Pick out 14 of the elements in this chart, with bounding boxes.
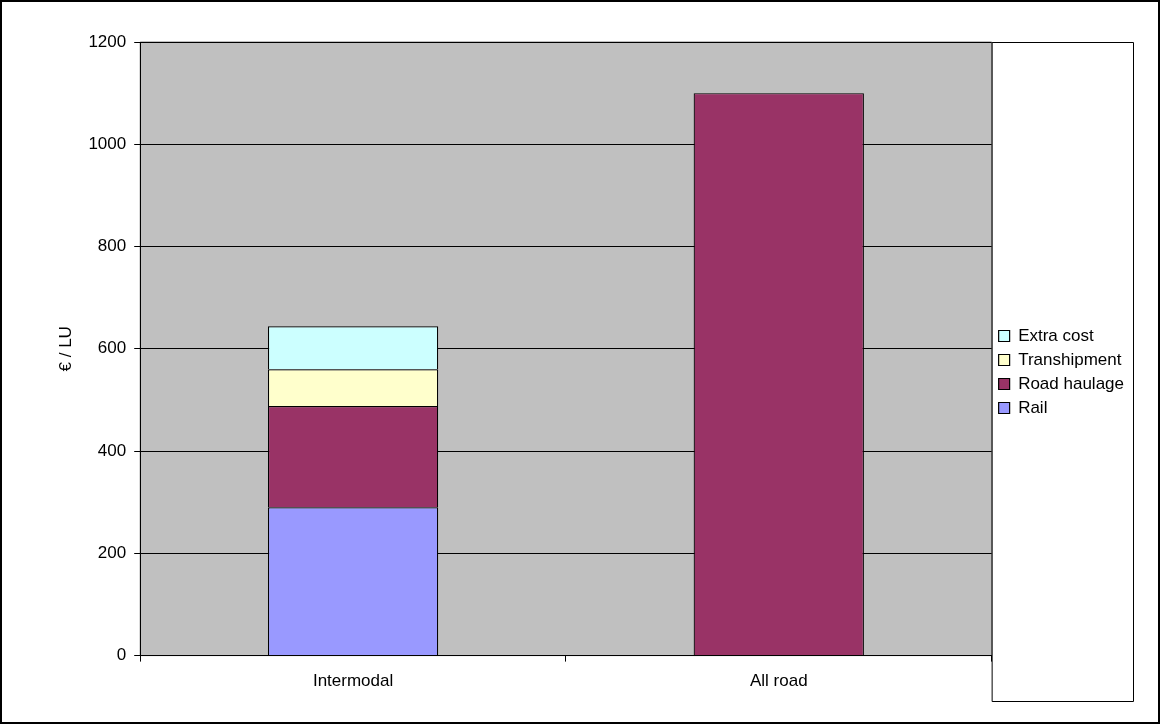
- y-tick-label: 1000: [88, 133, 127, 153]
- y-axis-title: € / LU: [55, 326, 75, 372]
- legend-label: Transhipment: [1018, 349, 1122, 369]
- x-tick-label: All road: [749, 671, 808, 691]
- legend-label: Rail: [1018, 397, 1048, 417]
- y-tick-label: 600: [97, 338, 127, 358]
- y-tick-label: 400: [97, 440, 127, 460]
- legend-label: Road haulage: [1018, 373, 1125, 393]
- y-tick-label: 1200: [88, 31, 127, 51]
- y-tick-label: 200: [97, 543, 127, 563]
- y-tick-label: 0: [116, 645, 127, 665]
- y-tick-label: 800: [97, 236, 127, 256]
- x-tick-label: Intermodal: [312, 671, 394, 691]
- legend-label: Extra cost: [1018, 325, 1094, 345]
